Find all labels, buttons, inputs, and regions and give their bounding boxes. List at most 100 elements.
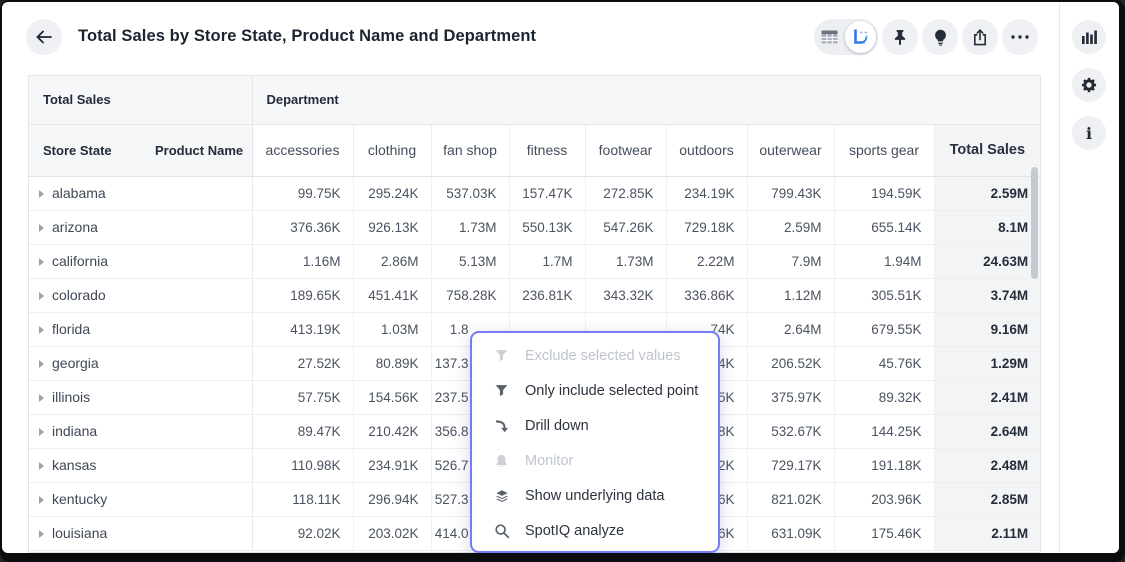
total-cell[interactable]: 2.41M [934, 380, 1040, 414]
context-menu-item-drill-down[interactable]: Drill down [472, 408, 718, 443]
value-cell[interactable]: 1.94M [834, 244, 934, 278]
context-menu-item-spotiq-analyze[interactable]: SpotIQ analyze [472, 513, 718, 548]
value-cell[interactable]: 89.32K [834, 380, 934, 414]
value-cell[interactable]: 2.86M [353, 244, 431, 278]
value-cell[interactable]: 376.36K [252, 210, 353, 244]
info-button[interactable]: i [1072, 116, 1106, 150]
value-cell[interactable]: 2.59M [747, 210, 834, 244]
value-cell[interactable]: 191.18K [834, 448, 934, 482]
column-header[interactable]: outerwear [747, 124, 834, 176]
state-cell[interactable]: colorado [29, 278, 252, 312]
column-header[interactable]: accessories [252, 124, 353, 176]
value-cell[interactable]: 655.14K [834, 210, 934, 244]
value-cell[interactable]: 537.03K [431, 176, 509, 210]
value-cell[interactable]: 926.13K [353, 210, 431, 244]
value-cell[interactable]: 234.91K [353, 448, 431, 482]
row-header-product-name[interactable]: Product Name [141, 124, 252, 176]
value-cell[interactable]: 375.97K [747, 380, 834, 414]
expand-caret-icon[interactable] [39, 428, 44, 436]
value-cell[interactable]: 144.25K [834, 414, 934, 448]
value-cell[interactable]: 758.28K [431, 278, 509, 312]
back-button[interactable] [26, 19, 62, 55]
total-cell[interactable]: 1.29M [934, 346, 1040, 380]
value-cell[interactable]: 451.41K [353, 278, 431, 312]
value-cell[interactable]: 1.73M [431, 210, 509, 244]
value-cell[interactable]: 189.65K [252, 278, 353, 312]
share-button[interactable] [962, 19, 998, 55]
total-cell[interactable]: 2.64M [934, 414, 1040, 448]
value-cell[interactable]: 550.13K [509, 210, 585, 244]
state-cell[interactable]: kansas [29, 448, 252, 482]
value-cell[interactable]: 343.32K [585, 278, 666, 312]
context-menu-item-show-underlying-data[interactable]: Show underlying data [472, 478, 718, 513]
expand-caret-icon[interactable] [39, 360, 44, 368]
column-header[interactable]: outdoors [666, 124, 747, 176]
pin-button[interactable] [882, 19, 918, 55]
total-cell[interactable]: 2.11M [934, 516, 1040, 550]
value-cell[interactable]: 413.19K [252, 312, 353, 346]
total-cell[interactable]: 8.1M [934, 210, 1040, 244]
value-cell[interactable]: 547.26K [585, 210, 666, 244]
context-menu-item-only-include-selected-point[interactable]: Only include selected point [472, 373, 718, 408]
value-cell[interactable]: 210.42K [353, 414, 431, 448]
value-cell[interactable]: 2.22M [666, 244, 747, 278]
value-cell[interactable]: 154.56K [353, 380, 431, 414]
value-cell[interactable]: 80.89K [353, 346, 431, 380]
total-cell[interactable]: 2.85M [934, 482, 1040, 516]
value-cell[interactable]: 679.55K [834, 312, 934, 346]
value-cell[interactable]: 821.02K [747, 482, 834, 516]
column-header[interactable]: fan shop [431, 124, 509, 176]
column-header[interactable]: footwear [585, 124, 666, 176]
value-cell[interactable]: 1.03M [353, 312, 431, 346]
total-cell[interactable]: 2.59M [934, 176, 1040, 210]
value-cell[interactable]: 45.76K [834, 346, 934, 380]
chart-config-icon[interactable] [845, 21, 876, 53]
chart-panel-button[interactable] [1072, 20, 1106, 54]
expand-caret-icon[interactable] [39, 224, 44, 232]
expand-caret-icon[interactable] [39, 292, 44, 300]
expand-caret-icon[interactable] [39, 496, 44, 504]
column-header[interactable]: Total Sales [934, 124, 1040, 176]
value-cell[interactable]: 118.11K [252, 482, 353, 516]
expand-caret-icon[interactable] [39, 462, 44, 470]
value-cell[interactable]: 234.19K [666, 176, 747, 210]
value-cell[interactable]: 203.96K [834, 482, 934, 516]
value-cell[interactable]: 57.75K [252, 380, 353, 414]
state-cell[interactable]: indiana [29, 414, 252, 448]
state-cell[interactable]: illinois [29, 380, 252, 414]
settings-button[interactable] [1072, 68, 1106, 102]
column-header[interactable]: clothing [353, 124, 431, 176]
value-cell[interactable]: 206.52K [747, 346, 834, 380]
row-header-store-state[interactable]: Store State [29, 124, 141, 176]
value-cell[interactable]: 92.02K [252, 516, 353, 550]
vertical-scrollbar-thumb[interactable] [1031, 167, 1038, 279]
spotiq-insights-button[interactable] [922, 19, 958, 55]
expand-caret-icon[interactable] [39, 190, 44, 198]
value-cell[interactable]: 295.24K [353, 176, 431, 210]
total-cell[interactable]: 3.74M [934, 278, 1040, 312]
value-cell[interactable]: 296.94K [353, 482, 431, 516]
expand-caret-icon[interactable] [39, 258, 44, 266]
value-cell[interactable]: 110.98K [252, 448, 353, 482]
value-cell[interactable]: 1.12M [747, 278, 834, 312]
value-cell[interactable]: 175.46K [834, 516, 934, 550]
value-cell[interactable]: 272.85K [585, 176, 666, 210]
table-view-icon[interactable] [814, 19, 845, 55]
expand-caret-icon[interactable] [39, 394, 44, 402]
state-cell[interactable]: alabama [29, 176, 252, 210]
total-cell[interactable]: 9.16M [934, 312, 1040, 346]
state-cell[interactable]: arizona [29, 210, 252, 244]
total-cell[interactable]: 24.63M [934, 244, 1040, 278]
value-cell[interactable]: 157.47K [509, 176, 585, 210]
state-cell[interactable]: florida [29, 312, 252, 346]
value-cell[interactable]: 729.18K [666, 210, 747, 244]
value-cell[interactable]: 99.75K [252, 176, 353, 210]
value-cell[interactable]: 7.9M [747, 244, 834, 278]
state-cell[interactable]: louisiana [29, 516, 252, 550]
value-cell[interactable]: 236.81K [509, 278, 585, 312]
value-cell[interactable]: 5.13M [431, 244, 509, 278]
state-cell[interactable]: georgia [29, 346, 252, 380]
value-cell[interactable]: 305.51K [834, 278, 934, 312]
value-cell[interactable]: 203.02K [353, 516, 431, 550]
value-cell[interactable]: 1.73M [585, 244, 666, 278]
